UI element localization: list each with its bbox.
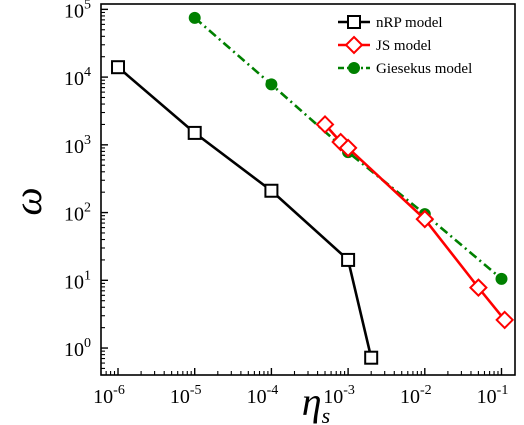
x-axis-label-subscript: s <box>322 403 331 425</box>
y-tick-exponent: 4 <box>84 65 91 80</box>
x-axis-ticks: 10-6 10-5 10-4 10-3 10-2 10-1 <box>93 368 508 408</box>
x-tick-exponent: -2 <box>420 383 432 398</box>
y-tick-base: 10 <box>64 68 84 90</box>
x-tick-base: 10 <box>93 386 113 408</box>
x-tick-label: 10-5 <box>170 383 202 408</box>
x-tick-base: 10 <box>323 386 343 408</box>
data-point <box>315 115 335 134</box>
y-tick-base: 10 <box>64 339 84 361</box>
data-point <box>495 310 515 330</box>
data-point <box>364 350 379 365</box>
series-line <box>117 66 373 359</box>
x-tick-label: 10-6 <box>93 383 125 408</box>
x-tick-exponent: -3 <box>343 383 355 398</box>
y-tick-label: 105 <box>64 0 91 22</box>
legend-item: nRP model <box>338 15 443 31</box>
series-js-model <box>315 115 515 330</box>
data-point <box>468 278 488 298</box>
y-tick-label: 104 <box>64 65 91 90</box>
x-axis-label: ηs <box>302 379 330 425</box>
x-tick-exponent: -5 <box>190 383 202 398</box>
data-point <box>265 78 278 91</box>
legend-label: Giesekus model <box>376 61 472 77</box>
data-point <box>188 11 201 24</box>
x-tick-base: 10 <box>170 386 190 408</box>
series-nrp-model <box>111 60 379 365</box>
legend-marker <box>348 62 360 74</box>
y-tick-label: 101 <box>64 268 91 293</box>
x-tick-label: 10-1 <box>477 383 509 408</box>
y-tick-base: 10 <box>64 136 84 158</box>
legend-marker <box>347 15 361 29</box>
y-tick-label: 103 <box>64 133 91 158</box>
x-tick-base: 10 <box>400 386 420 408</box>
data-point <box>111 60 126 75</box>
legend-item: Giesekus model <box>338 61 472 77</box>
y-tick-exponent: 0 <box>84 336 91 351</box>
data-point <box>415 209 435 229</box>
legend: nRP model JS model Giesekus model <box>338 15 472 77</box>
data-point <box>341 252 356 267</box>
legend-item: JS model <box>338 35 431 55</box>
data-point <box>187 125 202 140</box>
y-tick-base: 10 <box>64 204 84 226</box>
legend-label: nRP model <box>376 15 443 31</box>
y-tick-label: 102 <box>64 201 91 226</box>
x-tick-exponent: -1 <box>497 383 509 398</box>
series-layer <box>111 11 515 365</box>
x-tick-label: 10-3 <box>323 383 355 408</box>
x-tick-label: 10-2 <box>400 383 432 408</box>
x-tick-exponent: -4 <box>267 383 279 398</box>
y-tick-label: 100 <box>64 336 91 361</box>
data-point <box>495 272 508 285</box>
plot-frame <box>100 3 516 376</box>
y-tick-exponent: 5 <box>84 0 91 12</box>
y-tick-exponent: 3 <box>84 133 91 148</box>
y-tick-exponent: 2 <box>84 201 91 216</box>
x-axis-label-main: η <box>302 379 322 424</box>
y-tick-exponent: 1 <box>84 268 91 283</box>
data-point <box>338 138 358 158</box>
y-tick-base: 10 <box>64 271 84 293</box>
data-point <box>264 183 279 198</box>
x-tick-base: 10 <box>247 386 267 408</box>
legend-label: JS model <box>376 38 431 54</box>
x-tick-exponent: -6 <box>113 383 125 398</box>
y-tick-base: 10 <box>64 0 84 22</box>
x-tick-base: 10 <box>477 386 497 408</box>
y-axis-label: ω <box>5 187 50 215</box>
x-tick-label: 10-4 <box>247 383 279 408</box>
legend-marker <box>344 35 364 55</box>
